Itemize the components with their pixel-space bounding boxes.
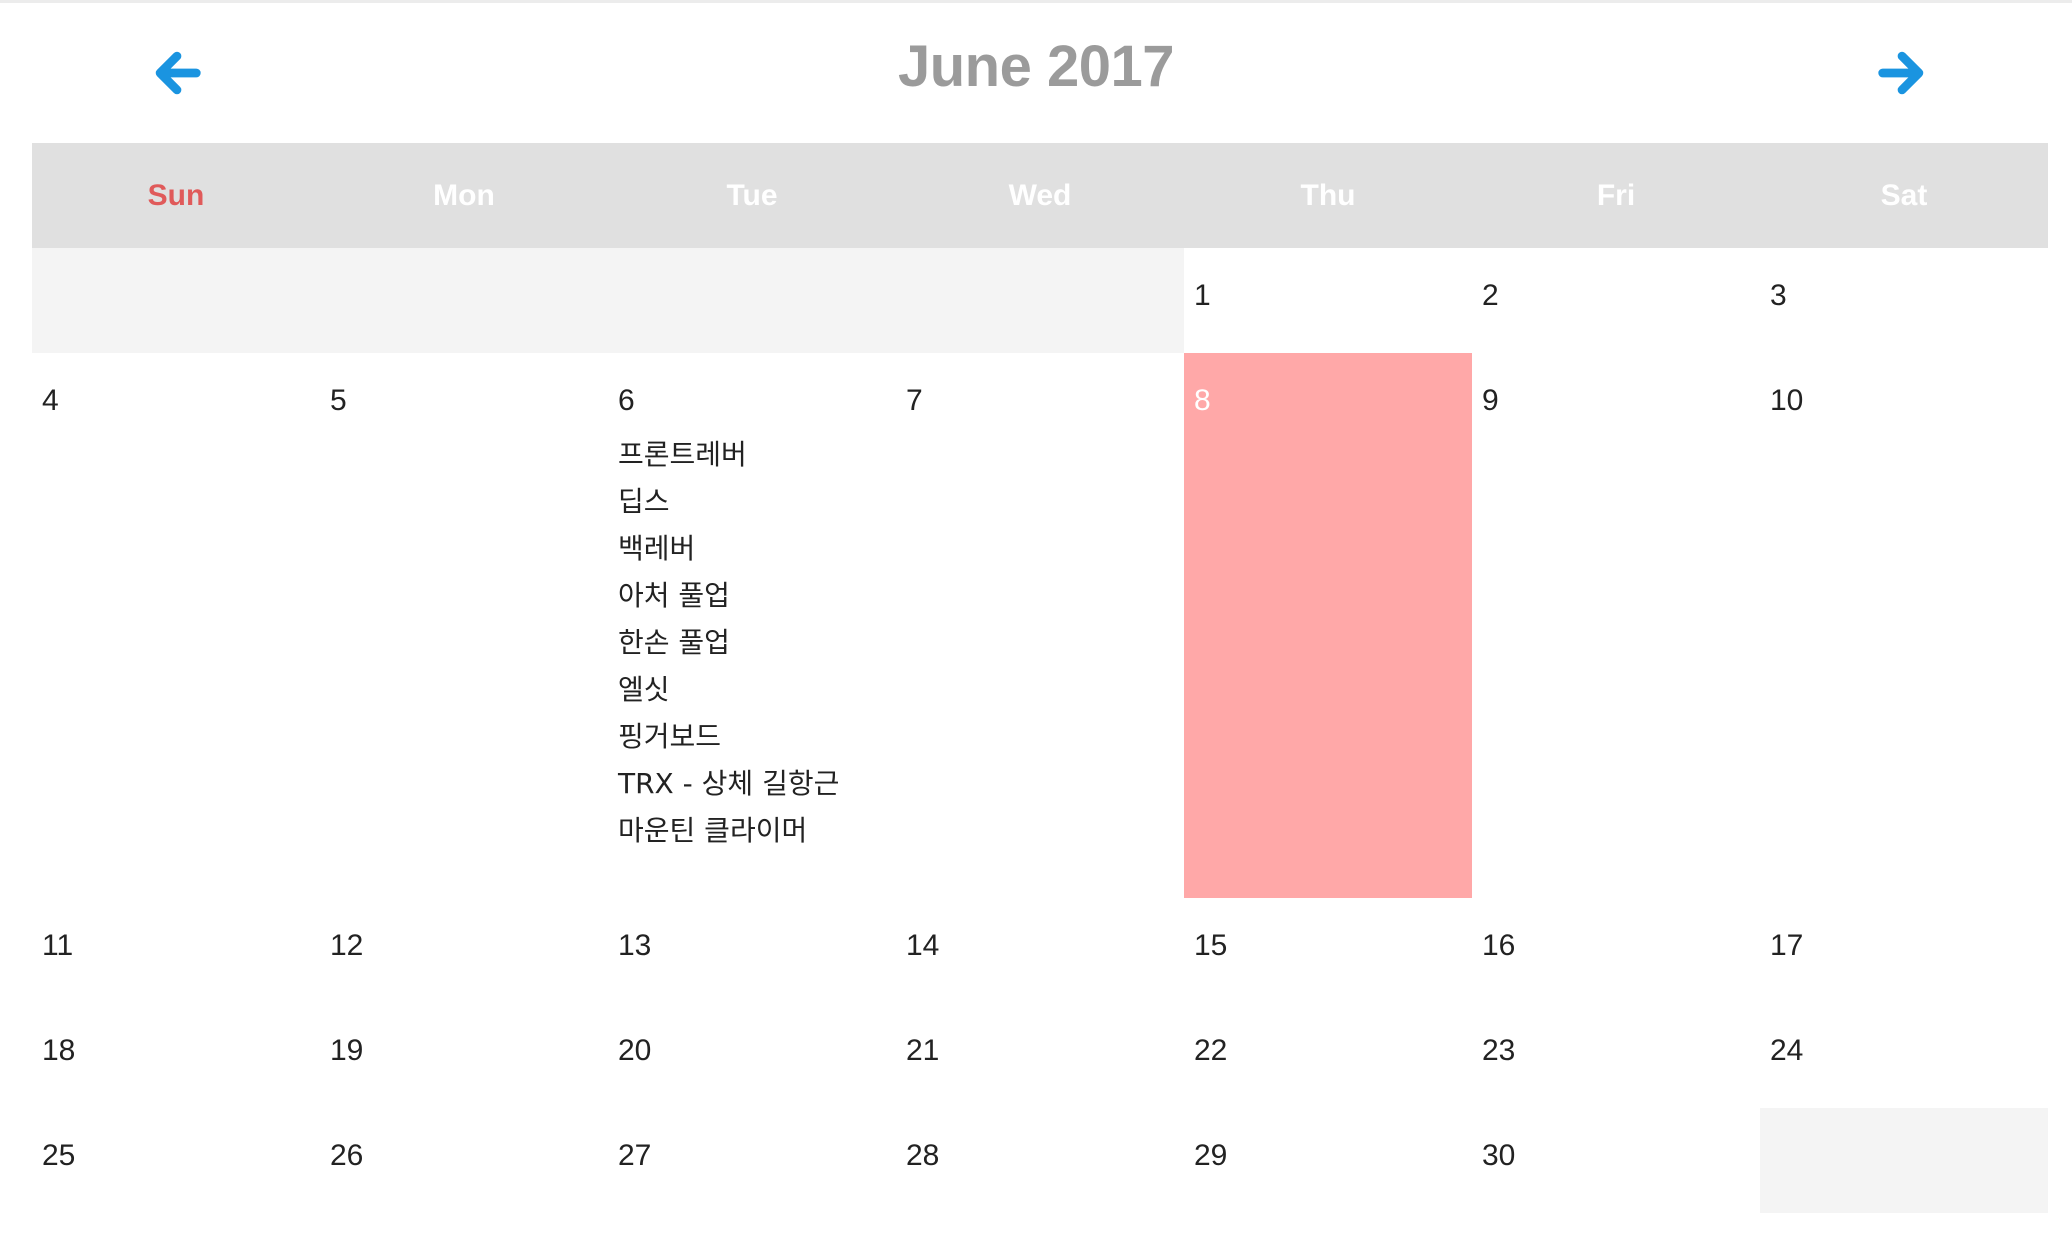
- arrow-right-icon: [1878, 51, 1924, 95]
- empty-day-cell: [896, 248, 1184, 353]
- day-number: 21: [906, 1034, 940, 1067]
- prev-month-button[interactable]: [141, 37, 213, 109]
- calendar-grid: Sun Mon Tue Wed Thu Fri Sat 1 2 3 4 5 6 프론트레버 딥스 백레버 아처…: [32, 143, 2048, 1213]
- week-row: 25 26 27 28 29 30: [32, 1108, 2048, 1213]
- day-cell[interactable]: 28: [896, 1108, 1184, 1213]
- day-cell[interactable]: 17: [1760, 898, 2048, 1003]
- day-cell[interactable]: 23: [1472, 1003, 1760, 1108]
- week-row: 1 2 3: [32, 248, 2048, 353]
- day-cell[interactable]: 26: [320, 1108, 608, 1213]
- day-number: 9: [1482, 384, 1499, 417]
- day-cell[interactable]: 11: [32, 898, 320, 1003]
- day-number: 3: [1770, 279, 1787, 312]
- day-cell[interactable]: 19: [320, 1003, 608, 1108]
- day-cell[interactable]: 13: [608, 898, 896, 1003]
- day-number: 22: [1194, 1034, 1228, 1067]
- event-item[interactable]: 엘싯: [618, 673, 670, 706]
- weekday-fri: Fri: [1596, 178, 1636, 212]
- day-number: 27: [618, 1139, 652, 1172]
- day-number: 11: [42, 929, 74, 962]
- day-number: 4: [42, 384, 59, 417]
- event-item[interactable]: 아처 풀업: [618, 579, 730, 612]
- day-number: 7: [906, 384, 923, 417]
- day-cell[interactable]: 14: [896, 898, 1184, 1003]
- day-number: 24: [1770, 1034, 1804, 1067]
- day-cell[interactable]: 24: [1760, 1003, 2048, 1108]
- weekday-sun: Sun: [147, 178, 205, 212]
- day-cell[interactable]: 5: [320, 353, 608, 898]
- day-number: 12: [330, 929, 364, 962]
- event-item[interactable]: 핑거보드: [618, 720, 722, 753]
- day-number: 14: [906, 929, 940, 962]
- empty-day-cell: [320, 248, 608, 353]
- calendar-weeks: 1 2 3 4 5 6 프론트레버 딥스 백레버 아처 풀업 한손 풀업 엘싯 핑거보드 TRX - 상체…: [32, 248, 2048, 1213]
- day-number: 25: [42, 1139, 76, 1172]
- empty-day-cell: [32, 248, 320, 353]
- day-cell[interactable]: 30: [1472, 1108, 1760, 1213]
- calendar-header: June 2017: [0, 3, 2072, 143]
- day-number: 16: [1482, 929, 1516, 962]
- day-cell[interactable]: 16: [1472, 898, 1760, 1003]
- day-number: 19: [330, 1034, 364, 1067]
- day-cell[interactable]: 2: [1472, 248, 1760, 353]
- day-number: 15: [1194, 929, 1228, 962]
- day-number: 17: [1770, 929, 1804, 962]
- day-number: 13: [618, 929, 652, 962]
- day-cell[interactable]: 15: [1184, 898, 1472, 1003]
- day-cell[interactable]: 1: [1184, 248, 1472, 353]
- day-cell[interactable]: 18: [32, 1003, 320, 1108]
- day-cell[interactable]: 10: [1760, 353, 2048, 898]
- event-item[interactable]: 마운틴 클라이머: [618, 814, 808, 847]
- day-cell[interactable]: 21: [896, 1003, 1184, 1108]
- day-cell[interactable]: 4: [32, 353, 320, 898]
- event-item[interactable]: TRX - 상체 길항근: [618, 767, 840, 800]
- day-cell[interactable]: 22: [1184, 1003, 1472, 1108]
- day-cell[interactable]: 7: [896, 353, 1184, 898]
- month-title: June 2017: [897, 34, 1175, 99]
- day-number: 26: [330, 1139, 364, 1172]
- weekday-tue: Tue: [726, 178, 778, 212]
- weekday-mon: Mon: [433, 178, 495, 212]
- day-number: 30: [1482, 1139, 1516, 1172]
- day-number: 20: [618, 1034, 652, 1067]
- day-number: 28: [906, 1139, 940, 1172]
- week-row: 18 19 20 21 22 23 24: [32, 1003, 2048, 1108]
- day-number: 10: [1770, 384, 1804, 417]
- event-item[interactable]: 한손 풀업: [618, 626, 730, 659]
- day-number: 29: [1194, 1139, 1228, 1172]
- today-cell[interactable]: 8: [1184, 353, 1472, 898]
- top-divider: [0, 0, 2072, 3]
- day-number: 8: [1194, 384, 1211, 417]
- day-number: 1: [1194, 279, 1211, 312]
- day-cell[interactable]: 29: [1184, 1108, 1472, 1213]
- day-number: 2: [1482, 279, 1499, 312]
- day-number: 6: [618, 384, 635, 417]
- next-month-button[interactable]: [1866, 37, 1938, 109]
- day-number: 5: [330, 384, 347, 417]
- empty-day-cell: [608, 248, 896, 353]
- event-item[interactable]: 백레버: [618, 532, 696, 565]
- weekday-sat: Sat: [1880, 178, 1928, 212]
- weekday-header-row: Sun Mon Tue Wed Thu Fri Sat: [32, 143, 2048, 248]
- day-cell[interactable]: 20: [608, 1003, 896, 1108]
- day-cell[interactable]: 27: [608, 1108, 896, 1213]
- weekday-thu: Thu: [1300, 178, 1356, 212]
- empty-day-cell: [1760, 1108, 2048, 1213]
- arrow-left-icon: [155, 51, 201, 95]
- event-item[interactable]: 딥스: [618, 485, 670, 518]
- day-number: 18: [42, 1034, 76, 1067]
- day-number: 23: [1482, 1034, 1516, 1067]
- weekday-wed: Wed: [1008, 178, 1072, 212]
- day-cell[interactable]: 25: [32, 1108, 320, 1213]
- event-item[interactable]: 프론트레버: [618, 438, 747, 471]
- week-row: 11 12 13 14 15 16 17: [32, 898, 2048, 1003]
- day-cell[interactable]: 3: [1760, 248, 2048, 353]
- day-cell[interactable]: 12: [320, 898, 608, 1003]
- day-cell[interactable]: 9: [1472, 353, 1760, 898]
